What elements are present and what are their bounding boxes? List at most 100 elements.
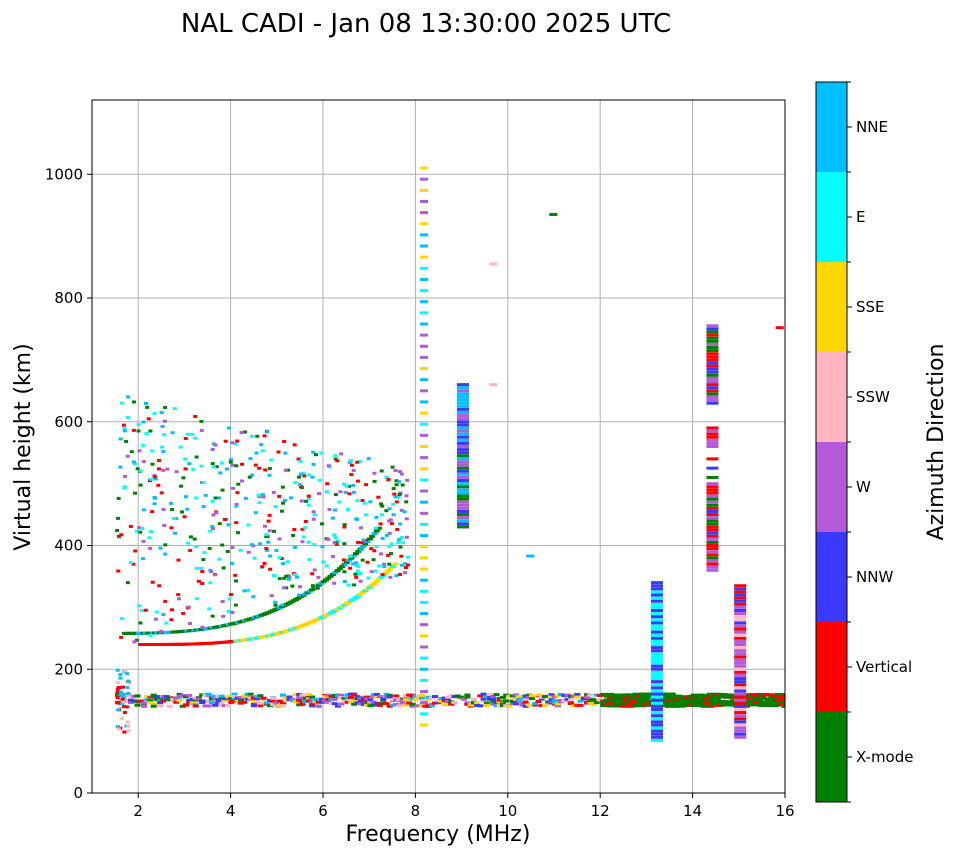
echo-mark: [651, 621, 664, 625]
echo-mark: [338, 490, 343, 494]
echo-mark: [713, 700, 728, 704]
echo-mark: [122, 486, 127, 490]
echo-mark: [525, 693, 532, 697]
echo-mark: [420, 322, 429, 326]
echo-mark: [150, 580, 155, 584]
echo-mark: [752, 696, 767, 700]
echo-mark: [296, 692, 303, 696]
echo-mark: [734, 584, 747, 588]
echo-mark: [131, 400, 136, 404]
echo-mark: [334, 569, 341, 573]
echo-mark: [208, 529, 213, 533]
echo-mark: [420, 723, 429, 727]
echo-mark: [355, 594, 362, 598]
echo-mark: [493, 702, 500, 706]
echo-mark: [545, 701, 552, 705]
echo-mark: [456, 497, 469, 501]
echo-mark: [456, 383, 469, 387]
echo-mark: [187, 622, 192, 626]
echo-mark: [136, 429, 141, 433]
echo-mark: [326, 464, 331, 468]
echo-mark: [141, 539, 146, 543]
echo-mark: [221, 614, 226, 618]
echo-mark: [761, 697, 776, 701]
echo-mark: [574, 693, 581, 697]
echo-mark: [328, 697, 335, 701]
echo-mark: [228, 700, 235, 704]
echo-mark: [551, 701, 558, 705]
echo-mark: [213, 443, 218, 447]
echo-mark: [651, 717, 664, 721]
echo-mark: [149, 530, 154, 534]
echo-mark: [205, 704, 212, 708]
echo-mark: [313, 585, 320, 589]
echo-mark: [535, 693, 542, 697]
echo-mark: [541, 703, 548, 707]
echo-mark: [282, 586, 287, 590]
echo-mark: [249, 543, 254, 547]
echo-mark: [380, 536, 385, 540]
echo-mark: [327, 574, 334, 578]
echo-mark: [373, 695, 380, 699]
echo-mark: [420, 199, 429, 203]
echo-mark: [119, 635, 124, 639]
echo-mark: [247, 475, 252, 479]
echo-mark: [355, 569, 360, 573]
echo-mark: [389, 542, 394, 546]
echo-mark: [121, 423, 126, 427]
echo-mark: [422, 704, 429, 708]
echo-mark: [277, 537, 282, 541]
echo-mark: [348, 555, 353, 559]
echo-mark: [312, 700, 319, 704]
echo-mark: [181, 476, 186, 480]
echo-mark: [456, 438, 469, 442]
echo-mark: [706, 445, 719, 448]
echo-mark: [373, 692, 380, 696]
echo-mark: [781, 694, 785, 698]
echo-mark: [325, 700, 332, 704]
echo-mark: [385, 569, 392, 573]
echo-mark: [199, 429, 204, 433]
echo-mark: [706, 435, 719, 439]
echo-mark: [311, 462, 316, 466]
echo-mark: [346, 508, 351, 512]
echo-mark: [359, 541, 364, 545]
x-tick-label: 12: [591, 802, 610, 820]
echo-mark: [128, 698, 135, 702]
echo-mark: [454, 694, 461, 698]
echo-mark: [420, 656, 429, 660]
echo-mark: [651, 618, 664, 622]
colorbar-category-label: NNE: [856, 118, 888, 136]
colorbar-segment: [816, 622, 847, 712]
echo-mark: [577, 699, 584, 703]
echo-mark: [420, 244, 429, 248]
echo-mark: [331, 693, 338, 697]
echo-mark: [339, 565, 346, 569]
echo-mark: [490, 702, 497, 706]
echo-mark: [341, 697, 348, 701]
echo-mark: [420, 623, 429, 627]
echo-mark: [529, 694, 536, 698]
echo-mark: [396, 495, 401, 499]
echo-mark: [376, 495, 381, 499]
echo-mark: [389, 703, 396, 707]
echo-mark: [363, 538, 368, 542]
echo-mark: [153, 617, 158, 621]
echo-mark: [228, 460, 233, 464]
echo-mark: [143, 608, 148, 612]
echo-mark: [567, 694, 574, 698]
echo-mark: [651, 692, 664, 696]
echo-mark: [480, 697, 487, 701]
echo-mark: [706, 333, 719, 337]
echo-mark: [706, 540, 719, 544]
echo-mark: [161, 468, 166, 472]
echo-mark: [448, 694, 455, 698]
echo-mark: [383, 702, 390, 706]
echo-mark: [444, 700, 451, 704]
echo-mark: [121, 692, 126, 696]
echo-mark: [384, 533, 389, 537]
echo-mark: [318, 697, 325, 701]
echo-mark: [355, 499, 360, 503]
echo-mark: [512, 697, 519, 701]
echo-mark: [706, 525, 719, 529]
